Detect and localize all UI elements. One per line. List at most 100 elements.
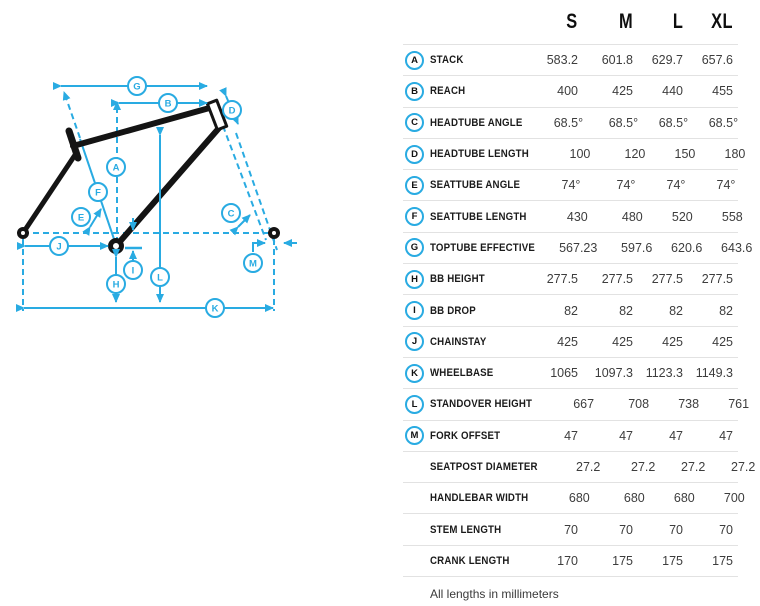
size-header-m: M xyxy=(618,10,633,33)
row-label: HANDLEBAR WIDTH xyxy=(430,492,529,505)
row-label: FORK OFFSET xyxy=(430,429,501,442)
headtube-angle-arrow xyxy=(229,214,251,236)
table-body: A STACK 583.2 601.8 629.7 657.6 B REACH … xyxy=(403,44,755,578)
row-value-xl: 700 xyxy=(723,491,745,506)
row-value-l: 277.5 xyxy=(651,272,683,287)
row-letter: H xyxy=(411,273,418,285)
row-letter: D xyxy=(411,148,418,160)
row-value-xl: 455 xyxy=(712,84,733,99)
svg-text:D: D xyxy=(229,105,236,116)
row-value-s: 430 xyxy=(566,209,588,224)
row-value-xl: 47 xyxy=(719,428,733,443)
row-letter-badge: B xyxy=(405,81,424,101)
badge-h: H xyxy=(106,274,126,294)
row-value-m: 68.5° xyxy=(608,115,639,130)
row-label: SEATTUBE LENGTH xyxy=(430,210,527,223)
table-row: K WHEELBASE 1065 1097.3 1123.3 1149.3 xyxy=(403,356,738,388)
table-row: I BB DROP 82 82 82 82 xyxy=(403,294,738,325)
row-value-s: 425 xyxy=(557,334,578,349)
row-label: CHAINSTAY xyxy=(430,335,487,348)
row-letter-badge: I xyxy=(405,301,424,321)
row-value-xl: 643.6 xyxy=(721,240,753,255)
steering-axis xyxy=(222,125,267,241)
row-value-m: 175 xyxy=(612,553,633,568)
row-value-m: 680 xyxy=(623,491,645,506)
table-row: B REACH 400 425 440 455 xyxy=(403,75,738,106)
row-label: CRANK LENGTH xyxy=(430,554,510,567)
row-value-s: 70 xyxy=(564,522,578,537)
badge-g: G xyxy=(127,76,147,96)
row-label: STANDOVER HEIGHT xyxy=(430,398,533,411)
row-letter: G xyxy=(410,242,419,254)
badge-m: M xyxy=(243,253,263,273)
table-row: E SEATTUBE ANGLE 74° 74° 74° 74° xyxy=(403,169,738,200)
table-row: STEM LENGTH 70 70 70 70 xyxy=(403,513,738,544)
row-value-l: 68.5° xyxy=(658,115,689,130)
svg-text:B: B xyxy=(165,98,172,109)
row-value-l: 70 xyxy=(669,522,683,537)
row-label: HEADTUBE ANGLE xyxy=(430,116,523,129)
row-letter-badge: F xyxy=(405,207,424,227)
badge-k: K xyxy=(205,298,225,318)
row-value-m: 480 xyxy=(621,209,643,224)
geometry-table: S M L XL A STACK 583.2 601.8 629.7 657.6… xyxy=(403,0,755,602)
row-label: HEADTUBE LENGTH xyxy=(430,148,529,161)
row-label: SEATTUBE ANGLE xyxy=(430,179,521,192)
table-row: D HEADTUBE LENGTH 100 120 150 180 xyxy=(403,137,745,169)
table-row: A STACK 583.2 601.8 629.7 657.6 xyxy=(403,44,738,75)
row-value-l: 1123.3 xyxy=(645,366,683,381)
row-label: REACH xyxy=(430,85,466,98)
down-tube xyxy=(113,125,222,249)
table-row: J CHAINSTAY 425 425 425 425 xyxy=(403,325,738,357)
row-letter-badge: A xyxy=(405,50,424,70)
seatstay-tube xyxy=(20,149,80,236)
row-letter-badge: K xyxy=(405,363,424,383)
row-value-s: 567.23 xyxy=(559,240,598,255)
table-row: SEATPOST DIAMETER 27.2 27.2 27.2 27.2 xyxy=(403,450,755,482)
row-value-m: 47 xyxy=(619,428,633,443)
row-value-l: 27.2 xyxy=(681,460,706,474)
size-header-s: S xyxy=(566,10,578,33)
table-row: G TOPTUBE EFFECTIVE 567.23 597.6 620.6 6… xyxy=(403,231,752,263)
frame-outline xyxy=(17,98,280,254)
row-letter-badge: G xyxy=(405,238,424,258)
front-axle-point xyxy=(268,227,280,239)
badge-d: D xyxy=(222,100,242,120)
row-value-m: 425 xyxy=(612,84,633,99)
diagram-badges: A B C D E F G H I J K L M xyxy=(49,76,263,318)
table-row: L STANDOVER HEIGHT 667 708 738 761 xyxy=(403,388,749,419)
svg-text:K: K xyxy=(212,303,219,314)
badge-a: A xyxy=(106,157,126,177)
row-label: SEATPOST DIAMETER xyxy=(430,461,538,473)
row-value-m: 277.5 xyxy=(601,272,633,287)
row-value-m: 425 xyxy=(612,334,633,349)
row-letter-badge: D xyxy=(405,144,424,164)
row-letter: A xyxy=(411,54,418,66)
top-tube xyxy=(70,104,216,149)
svg-text:C: C xyxy=(228,208,235,219)
row-value-xl: 1149.3 xyxy=(695,366,733,381)
row-value-xl: 277.5 xyxy=(701,272,733,287)
row-label: STACK xyxy=(430,54,464,67)
row-value-s: 667 xyxy=(573,397,595,412)
row-label: TOPTUBE EFFECTIVE xyxy=(430,241,536,254)
svg-text:F: F xyxy=(95,187,101,198)
row-value-xl: 761 xyxy=(728,397,750,412)
size-header-xl: XL xyxy=(711,10,733,33)
units-footnote: All lengths in millimeters xyxy=(430,587,559,602)
row-letter-badge: E xyxy=(405,175,424,195)
row-value-s: 583.2 xyxy=(546,53,578,68)
table-row: H BB HEIGHT 277.5 277.5 277.5 277.5 xyxy=(403,263,738,294)
svg-text:E: E xyxy=(78,212,84,223)
row-value-l: 629.7 xyxy=(651,53,683,68)
row-value-l: 175 xyxy=(662,553,683,568)
row-letter: E xyxy=(411,179,418,191)
row-value-m: 597.6 xyxy=(621,240,653,255)
row-value-l: 150 xyxy=(674,147,696,162)
row-value-s: 74° xyxy=(561,178,581,193)
row-value-s: 170 xyxy=(557,553,578,568)
row-value-xl: 657.6 xyxy=(701,53,733,68)
badge-f: F xyxy=(88,182,108,202)
svg-text:M: M xyxy=(249,258,257,269)
row-letter: M xyxy=(410,430,419,442)
